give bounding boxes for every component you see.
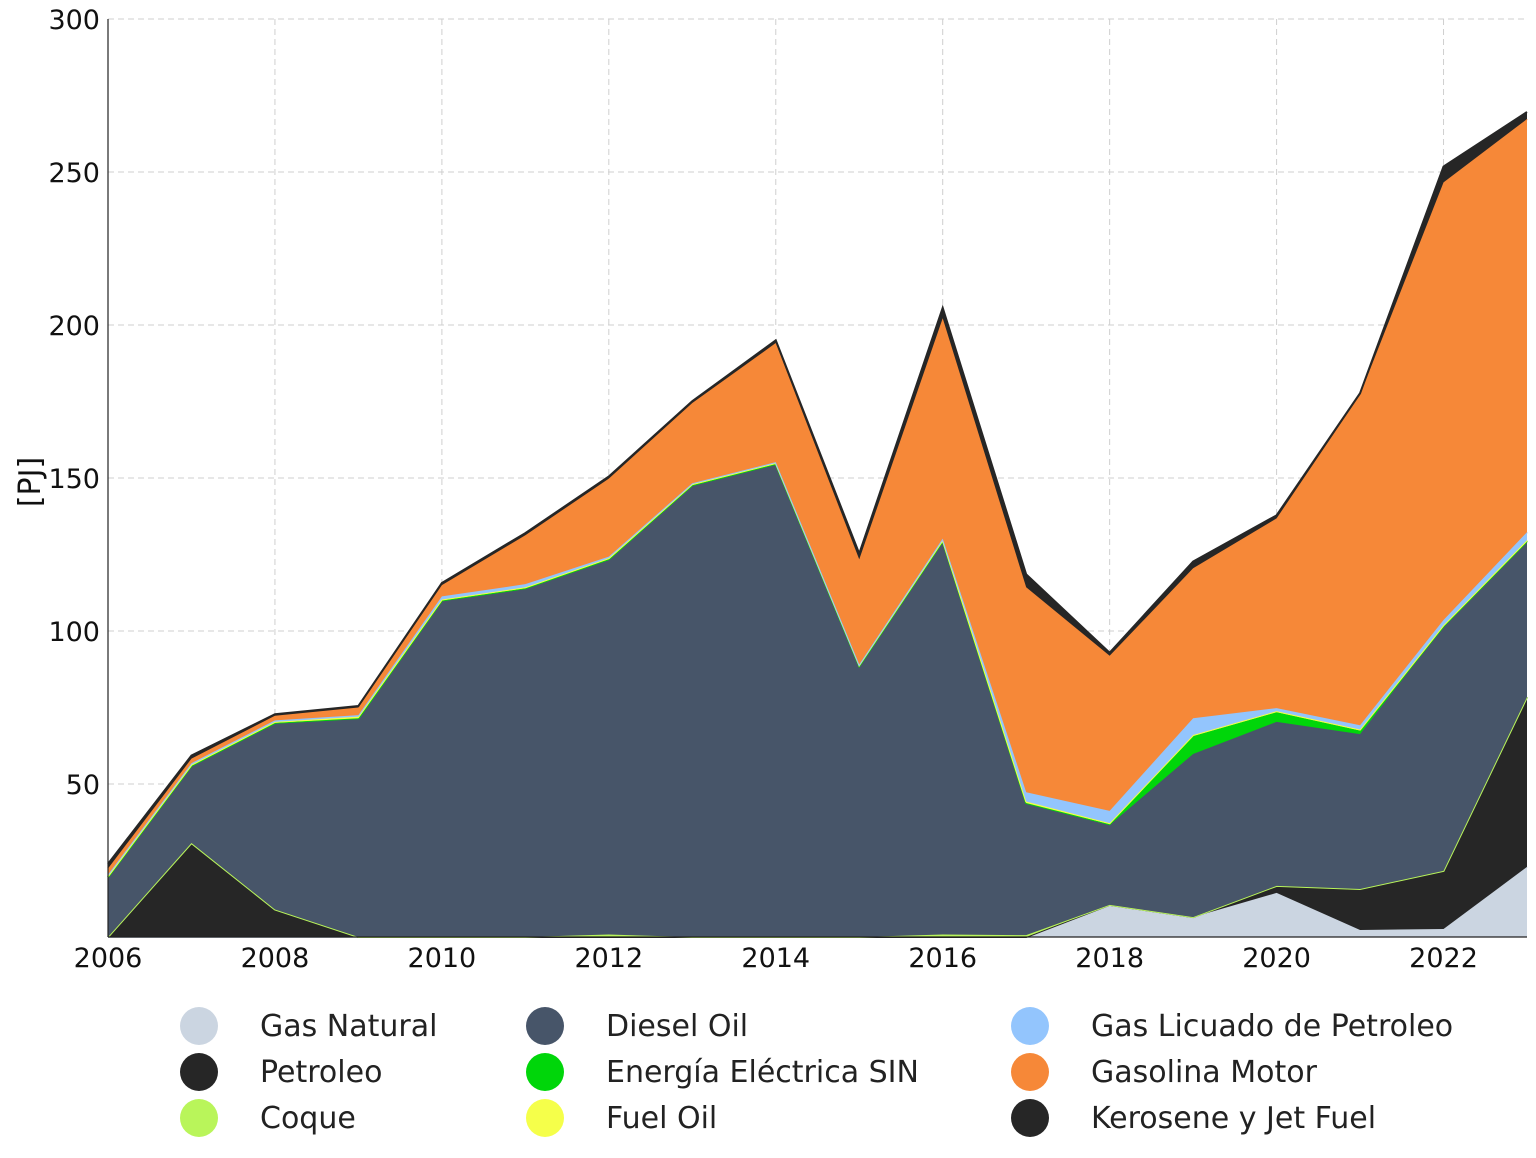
legend-marker-icon — [1011, 1053, 1049, 1091]
legend-item: Coque — [180, 1095, 356, 1141]
x-tick-label: 2012 — [574, 943, 643, 974]
x-tick-label: 2008 — [241, 943, 310, 974]
legend-item: Kerosene y Jet Fuel — [1011, 1095, 1376, 1141]
area-diesel-oil — [108, 463, 1527, 937]
legend-marker-icon — [180, 1053, 218, 1091]
legend-item: Fuel Oil — [526, 1095, 717, 1141]
y-tick-label: 200 — [48, 311, 100, 342]
legend-marker-icon — [526, 1053, 564, 1091]
legend-label: Diesel Oil — [606, 1008, 749, 1044]
legend-item: Gasolina Motor — [1011, 1049, 1317, 1095]
x-tick-label: 2022 — [1409, 943, 1478, 974]
area-series — [107, 111, 1528, 938]
axes — [107, 19, 1527, 938]
legend-label: Coque — [260, 1100, 356, 1136]
legend-label: Gasolina Motor — [1091, 1054, 1317, 1090]
x-tick-label: 2018 — [1075, 943, 1144, 974]
legend-marker-icon — [180, 1099, 218, 1137]
legend-marker-icon — [1011, 1007, 1049, 1045]
y-tick-label: 100 — [48, 617, 100, 648]
y-tick-label: 250 — [48, 158, 100, 189]
area-gas-natural — [108, 866, 1527, 937]
legend-marker-icon — [526, 1007, 564, 1045]
x-tick-label: 2014 — [741, 943, 810, 974]
legend-label: Kerosene y Jet Fuel — [1091, 1100, 1377, 1136]
area-gasolina-motor — [108, 119, 1527, 875]
legend-label: Fuel Oil — [606, 1100, 718, 1136]
x-tick-label: 2020 — [1242, 943, 1311, 974]
legend-label: Gas Natural — [260, 1008, 438, 1044]
legend-item: Energía Eléctrica SIN — [526, 1049, 919, 1095]
legend-item: Petroleo — [180, 1049, 382, 1095]
x-tick-label: 2016 — [908, 943, 977, 974]
y-tick-label: 50 — [66, 770, 100, 801]
x-tick-label: 2006 — [74, 943, 143, 974]
stacked-area-chart: 2006 2008 2010 2012 2014 2016 2018 2020 2022 50 10… — [13, 5, 1528, 974]
legend-label: Gas Licuado de Petroleo — [1091, 1008, 1454, 1044]
legend-label: Petroleo — [260, 1054, 383, 1090]
legend-marker-icon — [526, 1099, 564, 1137]
legend-item: Gas Natural — [180, 1003, 437, 1049]
legend-label: Energía Eléctrica SIN — [606, 1054, 919, 1090]
area-edge — [107, 111, 1528, 865]
legend-item: Gas Licuado de Petroleo — [1011, 1003, 1453, 1049]
tick-labels: 2006 2008 2010 2012 2014 2016 2018 2020 2022 50 10… — [48, 5, 1477, 974]
y-tick-label: 300 — [48, 5, 100, 36]
legend: Gas Natural Petroleo Coque Diesel Oil Energí… — [0, 995, 1536, 1155]
legend-marker-icon — [180, 1007, 218, 1045]
legend-marker-icon — [1011, 1099, 1049, 1137]
legend-item: Diesel Oil — [526, 1003, 748, 1049]
y-axis-label: [PJ] — [13, 457, 48, 507]
area-petroleo — [108, 697, 1527, 937]
y-tick-label: 150 — [48, 464, 100, 495]
x-tick-label: 2010 — [408, 943, 477, 974]
